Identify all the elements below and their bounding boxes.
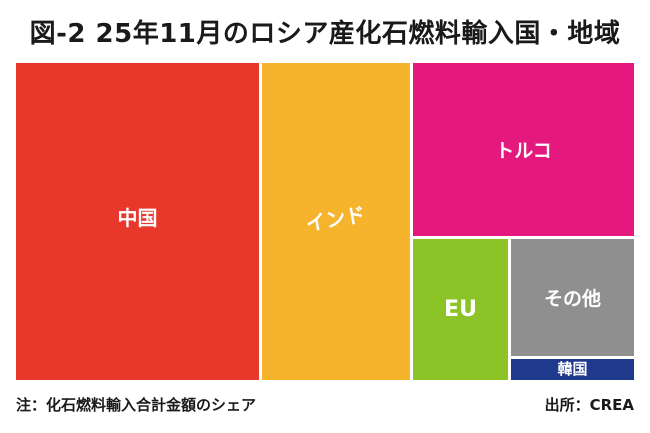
- chart-title: 図-2 25年11月のロシア産化石燃料輸入国・地域: [29, 19, 621, 49]
- treemap-label-others: その他: [543, 288, 601, 310]
- treemap-block-turkey: トルコ: [413, 63, 634, 236]
- figure-footer: 注：化石燃料輸入合計金額のシェア 出所：CREA: [16, 394, 634, 415]
- source-credit: 出所：CREA: [544, 396, 634, 414]
- treemap-label-eu: EU: [444, 297, 477, 322]
- treemap: 中国 インド トルコ EU その他 韓国: [16, 63, 634, 380]
- treemap-label-china: 中国: [117, 206, 158, 230]
- treemap-label-korea: 韓国: [557, 360, 588, 378]
- treemap-label-turkey: トルコ: [495, 140, 552, 162]
- treemap-block-india: インド: [262, 63, 410, 380]
- treemap-block-eu: EU: [413, 239, 508, 380]
- treemap-block-korea: 韓国: [511, 359, 634, 380]
- footnote: 注：化石燃料輸入合計金額のシェア: [16, 396, 257, 414]
- treemap-label-india: インド: [303, 202, 368, 237]
- treemap-block-china: 中国: [16, 63, 259, 380]
- treemap-block-others: その他: [511, 239, 634, 356]
